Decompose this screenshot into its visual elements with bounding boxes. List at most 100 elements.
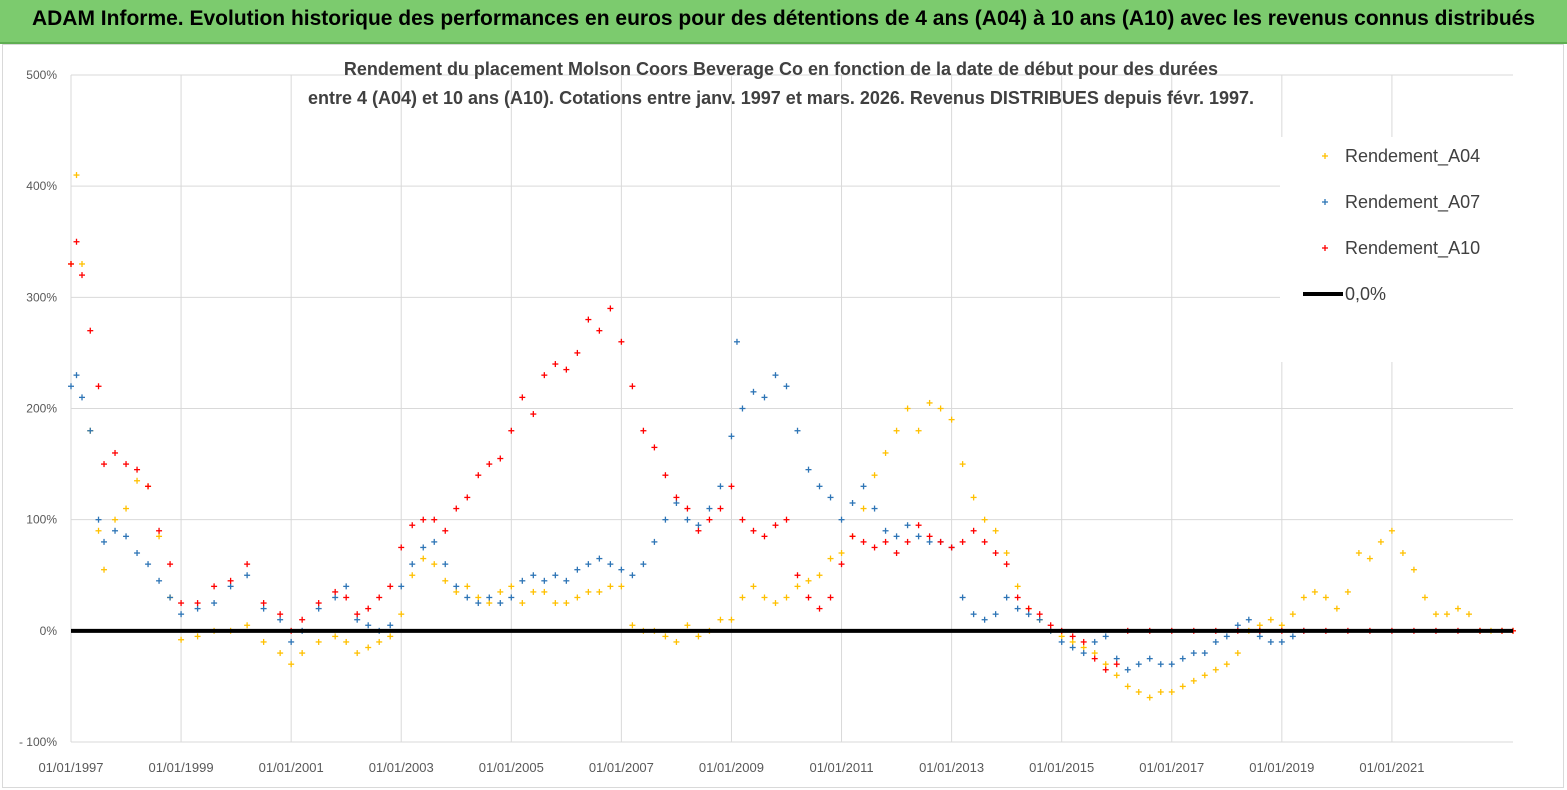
data-point [79, 260, 86, 267]
data-point [1069, 638, 1076, 645]
data-point [1058, 638, 1065, 645]
data-point [981, 516, 988, 523]
data-point [79, 394, 86, 401]
data-point [453, 505, 460, 512]
data-point [486, 594, 493, 601]
data-point [739, 516, 746, 523]
data-point [1256, 622, 1263, 629]
data-point [618, 583, 625, 590]
data-point [1146, 694, 1153, 701]
data-point [992, 611, 999, 618]
axis-labels: 500% 400% 300% 200% 100% 0% - 100% 01/01/1997 01… [19, 68, 1424, 775]
data-point [585, 588, 592, 595]
data-point [893, 533, 900, 540]
data-point [1267, 638, 1274, 645]
data-point [794, 427, 801, 434]
data-point [926, 533, 933, 540]
data-point [1003, 561, 1010, 568]
data-point [211, 583, 218, 590]
data-point [585, 561, 592, 568]
data-point [662, 472, 669, 479]
data-point [332, 633, 339, 640]
series-rendement-a07 [68, 338, 1307, 673]
data-point [772, 600, 779, 607]
data-point [805, 466, 812, 473]
data-point [288, 661, 295, 668]
data-point [73, 372, 80, 379]
data-point [695, 522, 702, 529]
data-point [453, 583, 460, 590]
x-tick-label: 01/01/2013 [919, 760, 984, 775]
data-point [563, 577, 570, 584]
data-point [695, 633, 702, 640]
data-point [260, 605, 267, 612]
data-point [431, 538, 438, 545]
data-point [992, 550, 999, 557]
data-point [750, 583, 757, 590]
data-point [1454, 605, 1461, 612]
x-tick-label: 01/01/1999 [149, 760, 214, 775]
data-point [563, 366, 570, 373]
data-point [1223, 633, 1230, 640]
data-point [519, 577, 526, 584]
data-point [739, 594, 746, 601]
data-point [420, 544, 427, 551]
data-point [508, 427, 515, 434]
y-tick-label: 300% [26, 290, 57, 304]
data-point [783, 594, 790, 601]
data-point [156, 527, 163, 534]
data-point [673, 638, 680, 645]
data-point [1179, 655, 1186, 662]
data-point [260, 600, 267, 607]
data-point [431, 516, 438, 523]
data-point [497, 600, 504, 607]
data-point [1091, 655, 1098, 662]
x-tick-label: 01/01/2017 [1139, 760, 1204, 775]
data-point [1421, 594, 1428, 601]
data-point [794, 583, 801, 590]
data-point [552, 361, 559, 368]
data-point [1135, 688, 1142, 695]
data-point [277, 611, 284, 618]
data-point [1036, 616, 1043, 623]
data-point [145, 483, 152, 490]
data-point [1157, 661, 1164, 668]
data-point [68, 383, 74, 390]
legend-marker [1322, 245, 1328, 251]
data-point [662, 516, 669, 523]
data-point [728, 616, 735, 623]
data-point [904, 522, 911, 529]
data-point [227, 577, 234, 584]
data-point [530, 588, 537, 595]
data-point [684, 622, 691, 629]
data-point [1366, 555, 1373, 562]
data-point [1267, 616, 1274, 623]
data-point [1234, 650, 1241, 657]
data-point [728, 433, 735, 440]
data-point [926, 538, 933, 545]
data-point [156, 533, 163, 540]
data-point [827, 555, 834, 562]
data-point [178, 611, 185, 618]
data-point [1201, 650, 1208, 657]
data-point [1025, 605, 1032, 612]
data-point [618, 338, 625, 345]
x-tick-label: 01/01/2009 [699, 760, 764, 775]
data-point [387, 633, 394, 640]
data-point [717, 616, 724, 623]
data-point [959, 594, 966, 601]
data-point [1091, 638, 1098, 645]
data-point [860, 538, 867, 545]
data-point [420, 516, 427, 523]
data-point [145, 561, 152, 568]
chart-svg: 500% 400% 300% 200% 100% 0% - 100% 01/01/1997 01… [19, 59, 1528, 775]
data-point [376, 594, 383, 601]
data-point [1443, 611, 1450, 618]
data-point [365, 644, 372, 651]
data-point [618, 566, 625, 573]
data-point [1223, 661, 1230, 668]
data-point [244, 561, 251, 568]
data-point [112, 516, 119, 523]
data-point [1168, 661, 1175, 668]
data-point [1080, 638, 1087, 645]
